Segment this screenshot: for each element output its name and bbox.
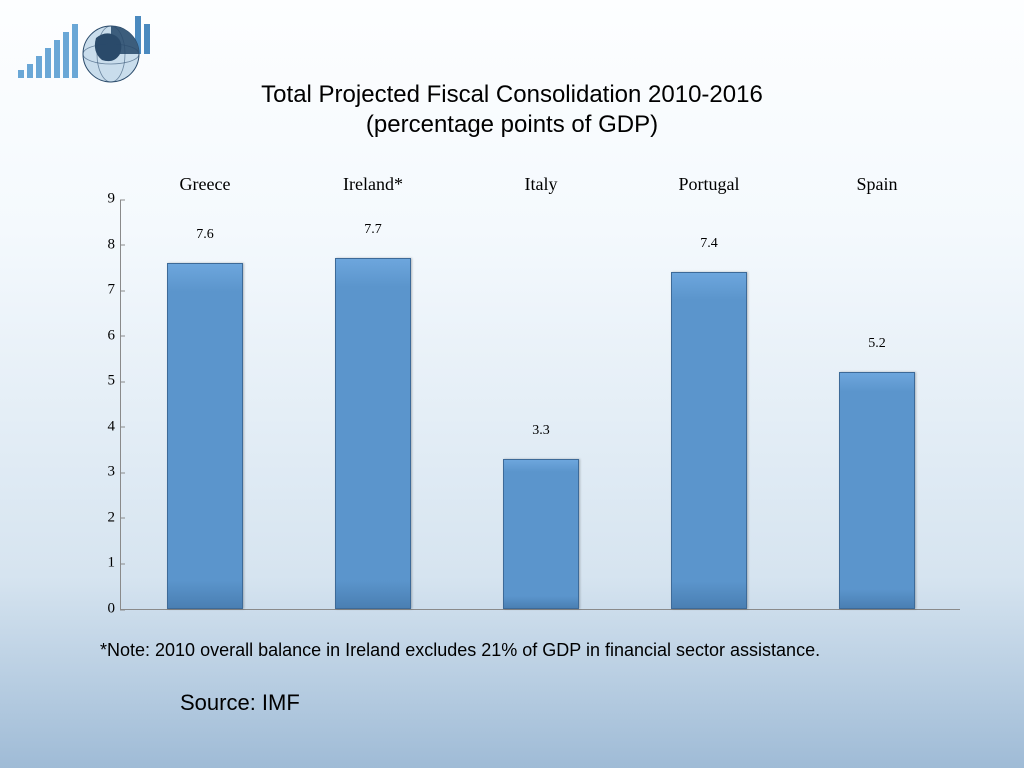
category-label: Ireland*	[343, 174, 403, 195]
bar	[839, 372, 915, 609]
title-line-2: (percentage points of GDP)	[0, 110, 1024, 140]
bar-value-label: 7.7	[364, 222, 382, 238]
bar-value-label: 7.6	[196, 227, 214, 243]
bar-value-label: 5.2	[868, 336, 886, 352]
y-tick-label: 0	[93, 601, 115, 618]
y-tick-label: 6	[93, 327, 115, 344]
chart-title: Total Projected Fiscal Consolidation 201…	[0, 80, 1024, 140]
bar-chart: 0123456789Greece7.6Ireland*7.7Italy3.3Po…	[90, 170, 960, 610]
bar-value-label: 3.3	[532, 423, 550, 439]
title-line-1: Total Projected Fiscal Consolidation 201…	[0, 80, 1024, 110]
category-label: Spain	[856, 174, 897, 195]
bar	[167, 263, 243, 609]
source-label: Source: IMF	[180, 690, 300, 716]
y-tick-label: 1	[93, 555, 115, 572]
plot-area: 0123456789Greece7.6Ireland*7.7Italy3.3Po…	[120, 200, 960, 610]
bar-value-label: 7.4	[700, 236, 718, 252]
y-tick-label: 9	[93, 191, 115, 208]
y-tick-label: 4	[93, 418, 115, 435]
category-label: Greece	[180, 174, 231, 195]
y-tick-label: 8	[93, 236, 115, 253]
logo-icon	[16, 10, 156, 88]
footnote: *Note: 2010 overall balance in Ireland e…	[100, 640, 820, 661]
y-tick-label: 5	[93, 373, 115, 390]
bar	[503, 459, 579, 609]
category-label: Portugal	[679, 174, 740, 195]
bar	[335, 258, 411, 609]
category-label: Italy	[525, 174, 558, 195]
y-tick-label: 2	[93, 509, 115, 526]
bar	[671, 272, 747, 609]
y-tick-label: 3	[93, 464, 115, 481]
y-tick-label: 7	[93, 282, 115, 299]
